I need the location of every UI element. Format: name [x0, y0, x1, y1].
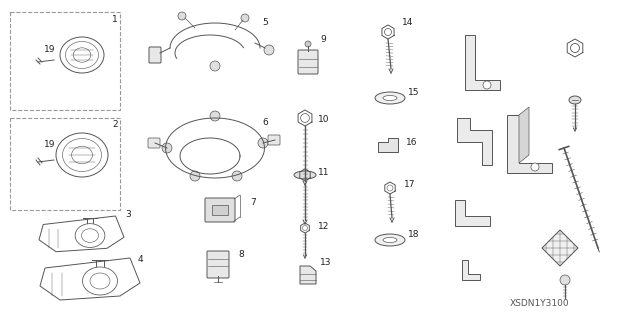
Polygon shape	[378, 138, 398, 152]
Text: 4: 4	[138, 255, 143, 264]
Text: 19: 19	[44, 140, 56, 149]
Bar	[212, 205, 228, 215]
FancyBboxPatch shape	[268, 135, 280, 145]
Text: 5: 5	[262, 18, 268, 27]
FancyBboxPatch shape	[149, 47, 161, 63]
Circle shape	[531, 163, 539, 171]
Text: 1: 1	[112, 15, 118, 24]
Polygon shape	[542, 230, 578, 266]
Ellipse shape	[383, 95, 397, 100]
Circle shape	[560, 275, 570, 285]
Text: 16: 16	[406, 138, 417, 147]
Polygon shape	[300, 266, 316, 284]
Polygon shape	[457, 118, 492, 165]
Polygon shape	[507, 115, 552, 173]
Text: XSDN1Y3100: XSDN1Y3100	[510, 299, 570, 308]
FancyBboxPatch shape	[148, 138, 160, 148]
Circle shape	[190, 171, 200, 181]
Text: 7: 7	[250, 198, 256, 207]
Text: 3: 3	[125, 210, 131, 219]
Polygon shape	[462, 260, 480, 280]
Text: 6: 6	[262, 118, 268, 127]
Text: 17: 17	[404, 180, 415, 189]
Circle shape	[178, 12, 186, 20]
Text: 13: 13	[320, 258, 332, 267]
Text: 19: 19	[44, 45, 56, 54]
Text: 14: 14	[402, 18, 413, 27]
Circle shape	[305, 41, 311, 47]
Ellipse shape	[375, 92, 405, 104]
Ellipse shape	[375, 234, 405, 246]
Text: 15: 15	[408, 88, 419, 97]
Ellipse shape	[383, 238, 397, 242]
Circle shape	[264, 45, 274, 55]
Text: 11: 11	[318, 168, 330, 177]
Circle shape	[210, 61, 220, 71]
Text: 18: 18	[408, 230, 419, 239]
Circle shape	[162, 143, 172, 153]
FancyBboxPatch shape	[298, 50, 318, 74]
FancyBboxPatch shape	[207, 251, 229, 278]
Circle shape	[258, 138, 268, 148]
Circle shape	[483, 81, 491, 89]
FancyBboxPatch shape	[205, 198, 235, 222]
Circle shape	[232, 171, 242, 181]
Text: 12: 12	[318, 222, 330, 231]
Ellipse shape	[569, 96, 581, 104]
Polygon shape	[465, 35, 500, 90]
Polygon shape	[519, 107, 529, 163]
Circle shape	[210, 111, 220, 121]
Text: 8: 8	[238, 250, 244, 259]
Ellipse shape	[294, 171, 316, 179]
Circle shape	[241, 14, 249, 22]
Text: 2: 2	[112, 120, 118, 129]
Text: 10: 10	[318, 115, 330, 124]
Polygon shape	[455, 200, 490, 226]
Text: 9: 9	[320, 35, 326, 44]
